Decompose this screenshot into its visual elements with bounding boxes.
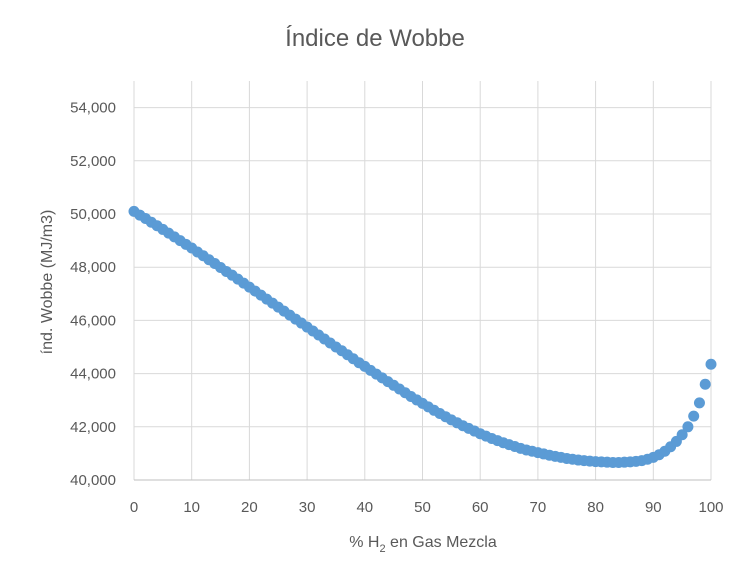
data-point: [693, 397, 705, 409]
x-tick-label: 100: [698, 499, 723, 516]
x-axis-label-pre: % H: [349, 534, 379, 551]
x-axis-label: % H2 en Gas Mezcla: [349, 534, 497, 555]
chart-title: Índice de Wobbe: [285, 25, 465, 52]
x-axis-label-sub: 2: [379, 543, 385, 555]
x-tick-label: 30: [299, 499, 316, 516]
x-tick-label: 90: [645, 499, 662, 516]
data-point: [699, 378, 711, 390]
y-tick-label: 44,000: [70, 366, 116, 383]
x-tick-label: 40: [356, 499, 373, 516]
x-tick-label: 20: [241, 499, 258, 516]
y-tick-label: 50,000: [70, 206, 116, 223]
y-axis-label: índ. Wobbe (MJ/m3): [39, 210, 56, 355]
data-point: [705, 358, 717, 370]
data-point: [676, 429, 688, 441]
x-tick-label: 0: [130, 499, 138, 516]
y-tick-label: 42,000: [70, 419, 116, 436]
data-point: [682, 421, 694, 433]
y-tick-label: 52,000: [70, 153, 116, 170]
y-tick-label: 54,000: [70, 100, 116, 117]
x-axis-label-post: en Gas Mezcla: [386, 534, 497, 551]
x-tick-label: 60: [472, 499, 489, 516]
data-series: [128, 205, 717, 468]
y-tick-label: 40,000: [70, 472, 116, 489]
x-tick-label: 10: [183, 499, 200, 516]
x-tick-label: 50: [414, 499, 431, 516]
y-tick-label: 48,000: [70, 259, 116, 276]
data-point: [688, 410, 700, 422]
y-tick-label: 46,000: [70, 312, 116, 329]
x-tick-label: 80: [587, 499, 604, 516]
tick-labels: 0 10 20 30 40 50 60 70 80 90 100 40,000 42,000 44,000…: [70, 100, 723, 516]
gridlines: [133, 81, 712, 481]
x-tick-label: 70: [530, 499, 547, 516]
